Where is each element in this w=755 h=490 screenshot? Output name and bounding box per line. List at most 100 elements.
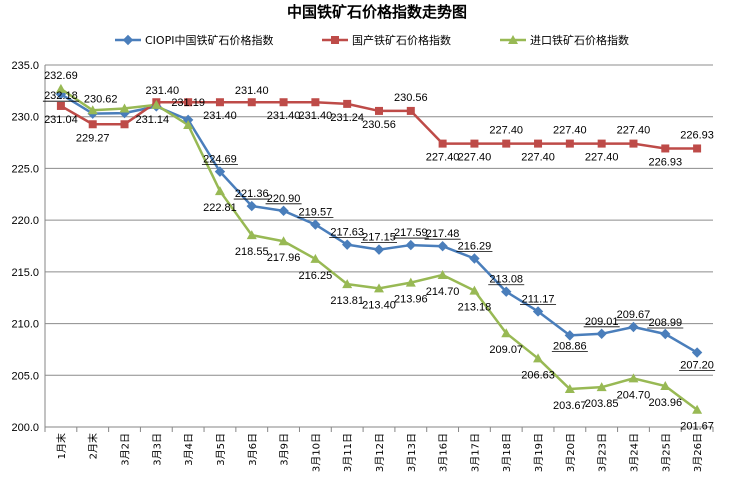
data-label: 231.40 — [203, 110, 237, 122]
y-tick-label: 235.0 — [11, 60, 39, 72]
data-label: 206.63 — [521, 369, 555, 381]
x-tick-label: 2月末 — [87, 433, 100, 459]
data-label: 230.56 — [362, 119, 396, 131]
x-tick-label: 3月23日 — [597, 433, 609, 472]
data-label: 230.56 — [394, 92, 428, 104]
data-label: 227.40 — [553, 125, 587, 137]
data-point — [691, 347, 703, 358]
data-label: 232.69 — [44, 70, 78, 82]
data-label: 209.07 — [489, 344, 523, 356]
data-label: 231.19 — [171, 97, 205, 109]
data-point — [87, 105, 98, 115]
data-point — [214, 186, 225, 196]
x-tick-label: 3月12日 — [374, 433, 386, 472]
data-label: 227.40 — [585, 152, 619, 164]
data-point — [184, 98, 193, 107]
data-point — [661, 144, 670, 153]
data-label: 232.18 — [44, 90, 78, 102]
data-label: 218.55 — [235, 246, 269, 258]
data-point — [565, 139, 574, 148]
data-point — [343, 99, 352, 108]
data-label: 208.99 — [648, 317, 682, 329]
data-label: 219.57 — [299, 207, 333, 219]
data-point — [502, 139, 511, 148]
y-tick-label: 210.0 — [11, 319, 39, 331]
data-label: 230.62 — [84, 93, 118, 105]
data-point — [692, 404, 703, 414]
legend-marker — [508, 35, 518, 44]
data-label: 216.25 — [299, 270, 333, 282]
y-tick-label: 215.0 — [11, 267, 39, 279]
x-tick-label: 3月4日 — [183, 433, 195, 466]
x-tick-label: 3月9日 — [279, 433, 291, 466]
data-label: 226.93 — [680, 129, 714, 141]
data-labels-layer: 232.18224.69221.36220.90219.57217.63217.… — [42, 70, 716, 433]
data-point — [534, 139, 543, 148]
grid — [45, 64, 713, 376]
legend-entry: 进口铁矿石价格指数 — [530, 33, 629, 47]
data-point — [660, 381, 671, 391]
data-label: 217.48 — [426, 228, 460, 240]
data-label: 227.40 — [617, 125, 651, 137]
data-point — [374, 283, 384, 293]
data-label: 213.18 — [458, 302, 492, 314]
data-point — [215, 98, 224, 107]
data-point — [597, 139, 606, 148]
y-tick-label: 205.0 — [11, 370, 39, 382]
x-tick-label: 1月末 — [55, 433, 68, 459]
data-point — [406, 106, 415, 115]
chart-title: 中国铁矿石价格指数走势图 — [287, 3, 467, 21]
data-label: 204.70 — [617, 389, 651, 401]
data-point — [564, 330, 576, 341]
data-label: 227.40 — [521, 152, 555, 164]
data-point — [278, 236, 289, 246]
data-point — [214, 166, 226, 177]
data-label: 217.63 — [330, 227, 364, 239]
x-tick-label: 3月24日 — [628, 433, 640, 472]
data-point — [119, 103, 130, 113]
data-point — [438, 139, 447, 148]
data-point — [628, 373, 639, 383]
data-label: 213.96 — [394, 294, 428, 306]
data-point — [375, 106, 383, 115]
series-line-0 — [60, 93, 698, 354]
data-label: 213.08 — [489, 274, 523, 286]
data-point — [310, 253, 321, 263]
data-point — [596, 382, 607, 392]
data-label: 220.90 — [267, 193, 301, 205]
data-label: 231.40 — [299, 110, 333, 122]
data-label: 214.70 — [426, 286, 460, 298]
data-label: 203.85 — [585, 398, 619, 410]
data-label: 231.04 — [44, 114, 78, 126]
data-point — [437, 269, 448, 279]
data-point — [469, 253, 480, 264]
data-point — [278, 205, 289, 217]
data-label: 213.81 — [330, 295, 364, 307]
data-label: 231.40 — [235, 85, 269, 97]
data-point — [437, 240, 448, 252]
data-label: 226.93 — [648, 156, 682, 168]
y-tick-label: 200.0 — [11, 422, 39, 434]
data-point — [405, 277, 416, 287]
x-tick-label: 3月3日 — [151, 433, 163, 466]
x-tick-label: 3月16日 — [438, 433, 450, 472]
data-point — [88, 120, 97, 129]
x-tick-label: 3月6日 — [247, 433, 259, 466]
data-label: 224.69 — [203, 154, 237, 166]
data-point — [279, 98, 288, 107]
data-point — [405, 239, 417, 251]
data-label: 217.59 — [394, 227, 428, 239]
data-point — [310, 219, 321, 230]
x-tick-label: 3月13日 — [406, 433, 418, 472]
data-point — [564, 384, 575, 394]
data-label: 222.81 — [203, 202, 237, 214]
data-point — [596, 328, 607, 340]
axes: 200.0 205.0 210.0 215.0 220.0 225.0 230.0 235.0… — [11, 60, 714, 472]
x-tick-label: 3月10日 — [310, 433, 322, 472]
data-label: 201.67 — [680, 421, 714, 433]
data-point — [629, 139, 638, 148]
legend-marker — [122, 34, 134, 46]
data-point — [660, 328, 671, 340]
data-label: 227.40 — [426, 152, 460, 164]
